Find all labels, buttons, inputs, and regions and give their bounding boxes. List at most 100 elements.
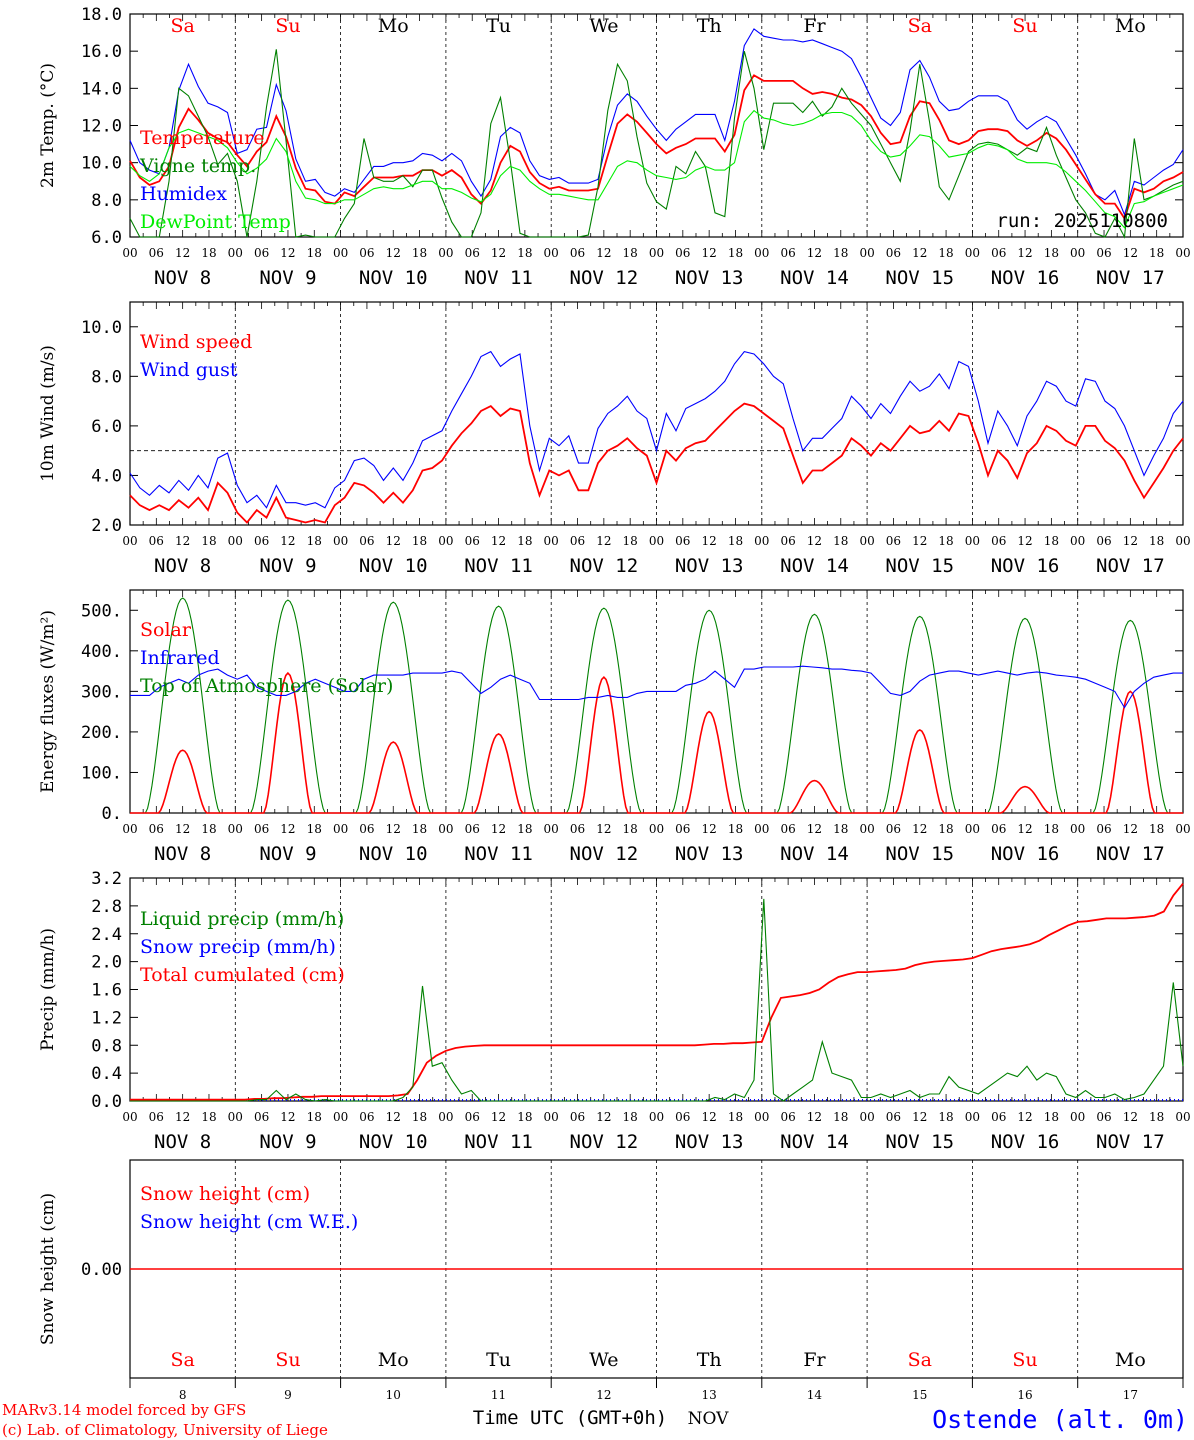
hour-label: 18	[201, 1110, 216, 1124]
hour-label: 00	[1070, 1110, 1085, 1124]
hour-label: 00	[1070, 822, 1085, 836]
hour-label: 18	[833, 822, 848, 836]
hour-label: 12	[1017, 246, 1032, 260]
hour-label: 00	[965, 246, 980, 260]
day-number: 16	[1017, 1388, 1032, 1402]
date-label: NOV 14	[780, 267, 849, 289]
hour-label: 12	[807, 534, 822, 548]
date-label: NOV 14	[780, 843, 849, 865]
hour-label: 18	[201, 534, 216, 548]
date-label: NOV 16	[991, 1131, 1060, 1153]
date-label: NOV 10	[359, 843, 428, 865]
day-number: 17	[1123, 1388, 1138, 1402]
y-axis-label: Energy fluxes (W/m²)	[38, 610, 58, 793]
hour-label: 18	[623, 822, 638, 836]
date-label: NOV 13	[675, 267, 744, 289]
hour-label: 06	[991, 246, 1006, 260]
hour-label: 00	[649, 1110, 664, 1124]
hour-label: 12	[702, 1110, 717, 1124]
hour-label: 06	[254, 822, 269, 836]
hour-label: 18	[307, 246, 322, 260]
series-dewpoint-temp	[129, 109, 1184, 229]
hour-label: 00	[965, 822, 980, 836]
hour-label: 06	[991, 822, 1006, 836]
date-label: NOV 8	[154, 267, 211, 289]
legend-entry: Liquid precip (mm/h)	[140, 908, 344, 930]
hour-label: 18	[517, 246, 532, 260]
hour-label: 06	[570, 534, 585, 548]
day-number: 12	[596, 1388, 611, 1402]
hour-label: 00	[1175, 534, 1190, 548]
hour-label: 12	[280, 822, 295, 836]
legend-entry: DewPoint Temp	[140, 211, 291, 233]
weekday-label: Su	[1012, 15, 1037, 37]
hour-label: 06	[780, 1110, 795, 1124]
weekday-label: Sa	[908, 15, 932, 37]
series-solar	[130, 671, 1183, 814]
date-label: NOV 13	[675, 555, 744, 577]
hour-label: 00	[754, 1110, 769, 1124]
weekday-label: Sa	[170, 15, 194, 37]
hour-label: 18	[1149, 246, 1164, 260]
hour-label: 18	[623, 1110, 638, 1124]
date-label: NOV 12	[570, 555, 639, 577]
weekday-label: Su	[1012, 1349, 1037, 1371]
station-label: Ostende (alt. 0m)	[932, 1405, 1188, 1434]
hour-label: 00	[754, 246, 769, 260]
hour-label: 00	[859, 534, 874, 548]
hour-label: 18	[833, 534, 848, 548]
hour-label: 18	[623, 534, 638, 548]
hour-label: 00	[122, 534, 137, 548]
hour-label: 06	[886, 246, 901, 260]
hour-label: 18	[938, 534, 953, 548]
y-tick-label: 300.	[81, 682, 122, 702]
y-tick-label: 8.0	[91, 191, 122, 211]
hour-label: 06	[465, 822, 480, 836]
date-label: NOV 13	[675, 843, 744, 865]
legend-entry: Snow height (cm W.E.)	[140, 1211, 358, 1233]
date-label: NOV 12	[570, 1131, 639, 1153]
date-label: NOV 15	[885, 267, 954, 289]
hour-label: 06	[1096, 246, 1111, 260]
hour-label: 18	[938, 822, 953, 836]
series-total-cumulated-cm-	[130, 883, 1184, 1101]
day-number: 10	[386, 1388, 401, 1402]
series-wind-speed	[129, 402, 1184, 524]
hour-label: 12	[807, 246, 822, 260]
date-label: NOV 14	[780, 1131, 849, 1153]
hour-label: 00	[544, 822, 559, 836]
x-axis-label: Time UTC (GMT+0h)	[473, 1407, 667, 1429]
hour-label: 00	[228, 246, 243, 260]
hour-label: 06	[149, 822, 164, 836]
hour-label: 18	[728, 822, 743, 836]
day-number: 9	[284, 1388, 292, 1402]
day-number: 14	[807, 1388, 823, 1402]
hour-label: 06	[149, 534, 164, 548]
legend-entry: Wind gust	[140, 359, 238, 381]
hour-label: 18	[1044, 534, 1059, 548]
y-tick-label: 2.0	[91, 953, 122, 973]
y-tick-label: 0.	[102, 804, 122, 824]
hour-label: 18	[1044, 1110, 1059, 1124]
date-label: NOV 17	[1096, 1131, 1165, 1153]
hour-label: 12	[596, 246, 611, 260]
legend-entry: Infrared	[140, 647, 220, 669]
hour-label: 00	[333, 534, 348, 548]
run-label: run: 2025110800	[996, 210, 1168, 232]
date-label: NOV 16	[991, 843, 1060, 865]
hour-label: 18	[938, 1110, 953, 1124]
hour-label: 12	[702, 822, 717, 836]
date-label: NOV 15	[885, 843, 954, 865]
hour-label: 00	[1175, 822, 1190, 836]
series-wind-gust	[129, 350, 1184, 509]
hour-label: 06	[149, 1110, 164, 1124]
y-axis-label: 10m Wind (m/s)	[38, 345, 58, 482]
legend-entry: Wind speed	[140, 331, 252, 353]
hour-label: 18	[728, 1110, 743, 1124]
hour-label: 06	[570, 246, 585, 260]
weekday-label: Th	[697, 1349, 722, 1371]
hour-label: 00	[965, 1110, 980, 1124]
hour-label: 06	[359, 534, 374, 548]
hour-label: 18	[517, 534, 532, 548]
hour-label: 06	[886, 822, 901, 836]
